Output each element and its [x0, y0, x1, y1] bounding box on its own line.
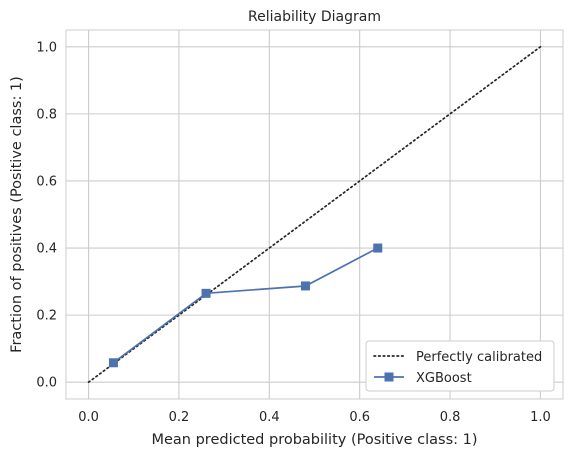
y-axis-label: Fraction of positives (Positive class: 1…	[9, 76, 25, 353]
y-tick-labels: 0.0 0.2 0.4 0.6 0.8 1.0	[36, 40, 57, 390]
y-tick-label: 0.4	[36, 242, 57, 257]
series-layer	[87, 45, 542, 384]
data-point-xgboost	[108, 358, 118, 368]
legend-label-perfectly-calibrated: Perfectly calibrated	[416, 350, 542, 365]
x-tick-label: 0.0	[78, 410, 99, 425]
chart-title: Reliability Diagram	[248, 9, 381, 25]
grid-lines	[66, 30, 563, 399]
y-tick-label: 0.0	[36, 376, 57, 391]
y-tick-label: 1.0	[36, 40, 57, 55]
data-point-xgboost	[373, 243, 383, 253]
x-tick-label: 0.4	[259, 410, 280, 425]
series-line-xgboost	[112, 247, 379, 364]
y-tick-label: 0.2	[36, 309, 57, 324]
x-tick-labels: 0.0 0.2 0.4 0.6 0.8 1.0	[78, 410, 551, 425]
data-point-xgboost	[201, 288, 211, 298]
legend-box	[365, 340, 555, 392]
legend: Perfectly calibrated XGBoost	[365, 340, 555, 392]
legend-marker-xgboost	[384, 372, 394, 382]
x-tick-label: 0.8	[440, 410, 461, 425]
data-point-xgboost	[300, 281, 310, 291]
plot-frame	[65, 29, 564, 400]
legend-label-xgboost: XGBoost	[416, 371, 472, 386]
series-line-perfectly-calibrated	[87, 45, 542, 384]
y-tick-label: 0.8	[36, 107, 57, 122]
x-tick-label: 0.6	[349, 410, 370, 425]
x-tick-label: 1.0	[530, 410, 551, 425]
x-tick-label: 0.2	[169, 410, 190, 425]
y-tick-label: 0.6	[36, 174, 57, 189]
x-axis-label: Mean predicted probability (Positive cla…	[151, 432, 477, 448]
